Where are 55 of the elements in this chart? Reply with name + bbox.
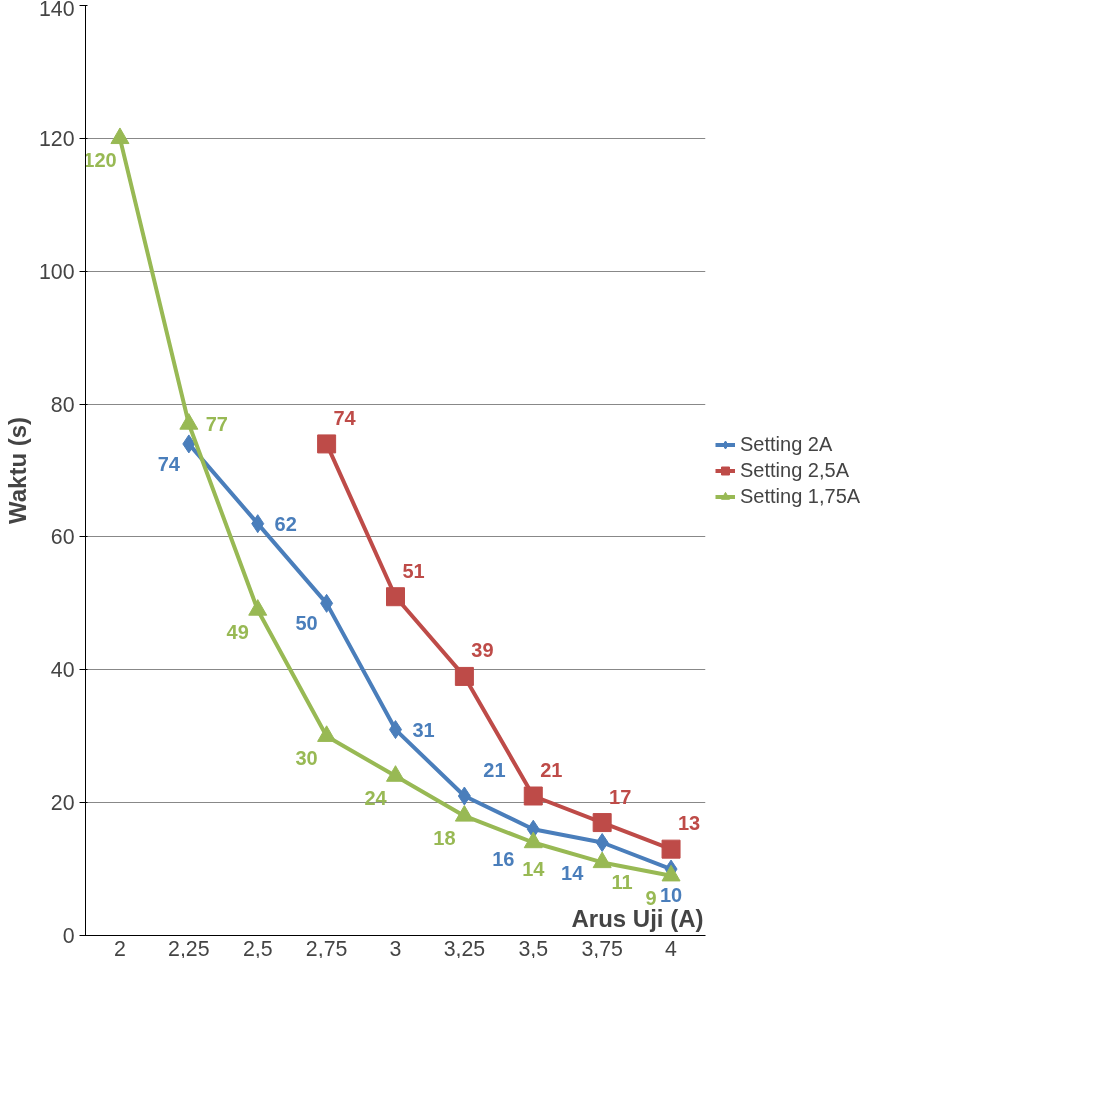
point [182, 434, 196, 454]
data-label: 21 [483, 759, 506, 781]
y-tick-label: 0 [62, 924, 75, 948]
data-label: 13 [677, 812, 701, 835]
x-tick-label: 3,5 [518, 936, 549, 961]
data-label: 62 [274, 512, 297, 535]
x-tick-label: 2,5 [242, 936, 273, 961]
data-label: 16 [492, 848, 515, 871]
data-label: 14 [561, 861, 585, 884]
y-tick-label: 140 [38, 0, 75, 21]
data-label: 77 [205, 413, 228, 435]
data-label: 50 [295, 612, 318, 635]
point [595, 833, 609, 852]
point [251, 514, 265, 534]
y-tick-label: 60 [50, 525, 75, 550]
x-tick-label: 2,25 [168, 936, 210, 961]
data-label: 39 [471, 639, 494, 662]
data-label: 11 [611, 871, 633, 894]
data-label: 17 [609, 785, 632, 808]
x-tick-label: 2 [114, 936, 126, 961]
y-tick-label: 120 [38, 126, 75, 151]
y-axis-title: Waktu (s) [3, 416, 31, 525]
data-label: 30 [295, 747, 318, 770]
point [454, 666, 474, 686]
point [386, 587, 405, 607]
data-label: 74 [333, 406, 357, 429]
point [110, 127, 130, 145]
point [457, 786, 471, 806]
point [317, 434, 337, 454]
y-tick-label: 80 [50, 392, 75, 417]
point [592, 813, 612, 833]
x-tick-label: 4 [665, 936, 678, 961]
data-label: 10 [659, 884, 683, 907]
legend-label: Setting 2,5A [740, 458, 849, 482]
data-label: 74 [157, 452, 181, 475]
point [661, 839, 681, 859]
data-label: 31 [412, 718, 435, 741]
data-label: 18 [433, 826, 456, 849]
data-label: 21 [540, 759, 563, 781]
y-tick-label: 20 [50, 791, 75, 816]
data-label: 51 [402, 559, 425, 582]
y-tick-label: 40 [50, 658, 75, 683]
x-tick-label: 3,75 [581, 936, 623, 961]
data-label: 14 [522, 857, 546, 880]
x-tick-label: 3,25 [443, 936, 486, 961]
data-label: 120 [83, 149, 117, 172]
point [179, 413, 199, 430]
point [320, 593, 334, 613]
point [523, 786, 543, 806]
y-tick-label: 100 [38, 259, 75, 284]
data-label: 49 [226, 621, 249, 643]
x-tick-label: 2,75 [305, 936, 348, 961]
legend-label: Setting 2A [740, 432, 833, 456]
x-tick-label: 3 [389, 936, 402, 961]
legend-label: Setting 1,75A [740, 484, 861, 508]
